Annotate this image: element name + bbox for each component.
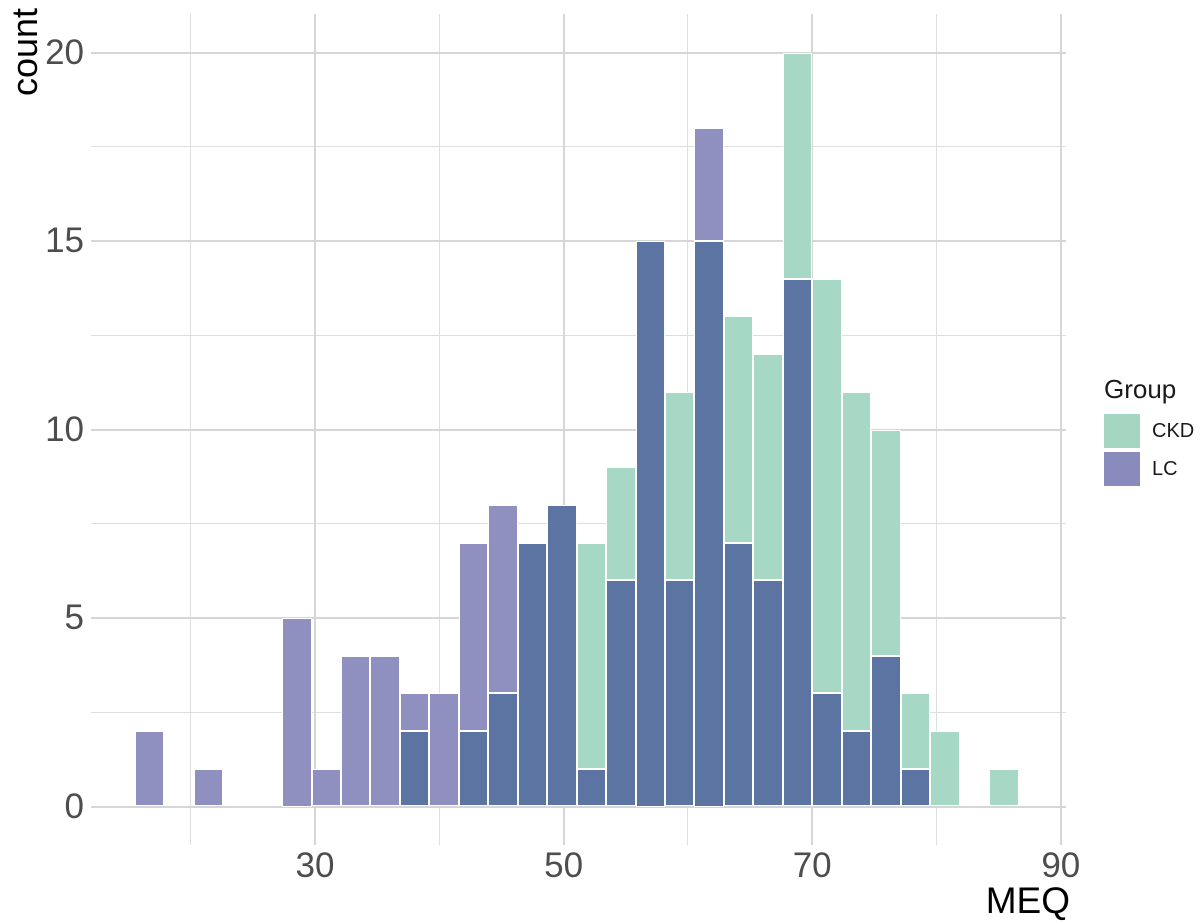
y-tick-label: 0 xyxy=(64,786,84,826)
bar-segment-ckd xyxy=(665,391,695,581)
bar-segment-ckd xyxy=(723,316,754,543)
bar-segment-overlap xyxy=(871,655,901,807)
bar-segment-lc xyxy=(282,618,312,807)
bar-segment-overlap xyxy=(458,731,489,807)
y-tick-label: 5 xyxy=(64,598,84,637)
bar-segment-lc xyxy=(370,655,400,807)
bar-segment-overlap xyxy=(900,768,931,807)
x-tick-label: 70 xyxy=(792,846,832,885)
y-minor-gridline xyxy=(91,334,1066,336)
bar-segment-lc xyxy=(429,693,459,807)
bar-segment-overlap xyxy=(782,278,813,807)
bar-segment-overlap xyxy=(517,542,548,807)
y-major-gridline xyxy=(91,240,1066,242)
legend-title: Group xyxy=(1104,374,1177,404)
y-major-gridline xyxy=(91,51,1066,54)
legend-swatch-ckd xyxy=(1104,414,1140,448)
bar-segment-overlap xyxy=(606,580,636,807)
y-tick-label: 10 xyxy=(45,409,84,449)
bar-segment-lc xyxy=(458,542,489,732)
x-major-gridline xyxy=(562,14,565,845)
bar-segment-overlap xyxy=(576,768,607,807)
legend-item-label: LC xyxy=(1152,458,1178,480)
bar-segment-overlap xyxy=(694,241,724,807)
bar-segment-lc xyxy=(399,693,430,732)
bar-segment-lc xyxy=(340,655,371,807)
bar-segment-ckd xyxy=(606,467,636,581)
bar-segment-ckd xyxy=(576,542,607,769)
bar-segment-ckd xyxy=(900,693,931,769)
bar-segment-lc xyxy=(311,768,341,807)
x-tick-label: 90 xyxy=(1041,846,1081,885)
legend-item-ckd: CKD xyxy=(1104,412,1200,450)
bar-segment-ckd xyxy=(930,731,960,807)
legend-item-lc: LC xyxy=(1104,450,1200,488)
bar-segment-overlap xyxy=(665,580,695,807)
y-major-gridline xyxy=(91,428,1066,431)
bar-segment-overlap xyxy=(635,241,666,807)
bar-segment-ckd xyxy=(871,429,901,656)
x-tick-label: 30 xyxy=(295,846,335,885)
bar-segment-lc xyxy=(488,504,518,694)
bar-segment-lc xyxy=(193,768,224,807)
bar-segment-overlap xyxy=(723,542,754,807)
bar-segment-ckd xyxy=(989,768,1019,807)
bar-segment-overlap xyxy=(547,504,577,807)
bar-segment-lc xyxy=(134,731,165,807)
x-major-gridline xyxy=(314,14,316,845)
bar-segment-overlap xyxy=(753,580,783,807)
x-axis-title: MEQ xyxy=(985,880,1070,921)
bar-segment-overlap xyxy=(841,731,872,807)
y-minor-gridline xyxy=(91,523,1066,525)
x-tick-label: 50 xyxy=(544,846,584,885)
bar-segment-ckd xyxy=(812,278,842,694)
bar-segment-lc xyxy=(694,127,724,241)
y-tick-label: 20 xyxy=(45,32,84,72)
legend-item-label: CKD xyxy=(1152,420,1195,442)
legend: Group CKD LC xyxy=(1104,374,1200,488)
y-tick-label: 15 xyxy=(45,221,84,260)
bar-segment-ckd xyxy=(841,391,872,732)
bar-segment-overlap xyxy=(812,693,842,807)
bar-segment-ckd xyxy=(782,52,813,279)
bar-segment-ckd xyxy=(753,354,783,581)
bar-segment-overlap xyxy=(399,731,430,807)
y-minor-gridline xyxy=(91,146,1066,148)
x-major-gridline xyxy=(1059,14,1062,845)
bar-segment-overlap xyxy=(488,693,518,807)
legend-swatch-lc xyxy=(1104,452,1140,486)
y-major-gridline xyxy=(91,805,1066,808)
